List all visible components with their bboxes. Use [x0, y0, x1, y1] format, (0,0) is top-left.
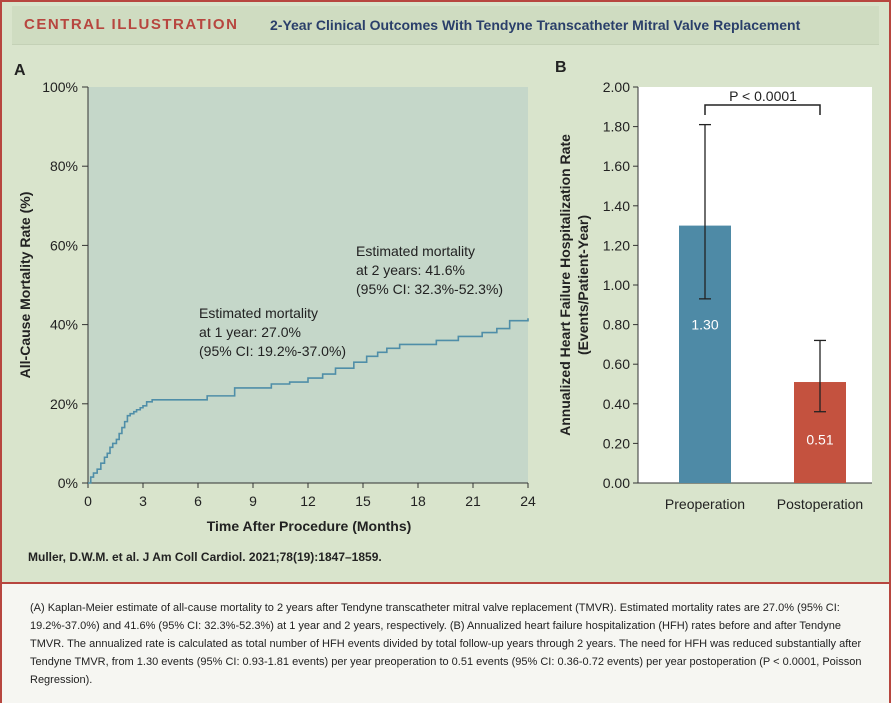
panel-a-x-label: Time After Procedure (Months): [207, 518, 412, 534]
bar-value-label: 1.30: [691, 317, 718, 333]
header-bar: CENTRAL ILLUSTRATION 2-Year Clinical Out…: [12, 6, 879, 45]
panel-b-y-tick-label: 1.00: [603, 277, 630, 293]
header-label: CENTRAL ILLUSTRATION: [24, 16, 239, 33]
panel-a-x-tick-label: 24: [520, 493, 536, 509]
panel-a-y-tick-label: 60%: [50, 237, 78, 253]
panel-b-y-label-line-2: (Events/Patient-Year): [575, 215, 591, 355]
panel-a-x-ticks: 0 3 6 9 12 15 18 21 24: [84, 483, 536, 509]
panel-b-y-tick-label: 0.60: [603, 356, 630, 372]
panel-a-x-tick-label: 15: [355, 493, 371, 509]
figure-svg: A 0% 20% 40% 60% 80% 100% 0 3 6 9 12 15 18 21 24 All-…: [14, 59, 872, 534]
panel-b-y-label: Annualized Heart Failure Hospitalization…: [557, 134, 591, 436]
panel-a-x-tick-label: 18: [410, 493, 426, 509]
panel-b-bars: 1.30 Preoperation 0.51 Postoperation: [665, 123, 863, 512]
annotation-1-line-3: (95% CI: 19.2%-37.0%): [199, 343, 346, 359]
annotation-2-line-3: (95% CI: 32.3%-52.3%): [356, 281, 503, 297]
panel-a-y-tick-label: 80%: [50, 158, 78, 174]
panel-a-x-tick-label: 6: [194, 493, 202, 509]
panel-a-y-label: All-Cause Mortality Rate (%): [17, 192, 33, 379]
panel-b-y-ticks: 0.00 0.20 0.40 0.60 0.80 1.00 1.20 1.40 1.60 1.80…: [603, 79, 638, 491]
panel-b-y-tick-label: 0.80: [603, 317, 630, 333]
panel-a-x-tick-label: 21: [465, 493, 481, 509]
panel-b-y-label-line-1: Annualized Heart Failure Hospitalization…: [557, 134, 573, 436]
panel-b-y-tick-label: 1.60: [603, 158, 630, 174]
panel-a-y-tick-label: 40%: [50, 317, 78, 333]
caption-box: (A) Kaplan-Meier estimate of all-cause m…: [2, 582, 889, 703]
annotation-2-line-2: at 2 years: 41.6%: [356, 262, 465, 278]
panel-b-y-tick-label: 1.80: [603, 119, 630, 135]
annotation-1-line-1: Estimated mortality: [199, 305, 318, 321]
panel-a-y-tick-label: 20%: [50, 396, 78, 412]
panel-b-y-tick-label: 2.00: [603, 79, 630, 95]
significance-bracket: [704, 104, 821, 115]
panel-a-x-tick-label: 3: [139, 493, 147, 509]
panel-b-y-tick-label: 1.40: [603, 198, 630, 214]
panel-a-y-tick-label: 0%: [58, 475, 78, 491]
panel-b-label: B: [555, 59, 567, 76]
significance-label: P < 0.0001: [729, 88, 797, 104]
panel-b-y-tick-label: 0.20: [603, 435, 630, 451]
panel-b-y-tick-label: 0.40: [603, 396, 630, 412]
panel-a-y-ticks: 0% 20% 40% 60% 80% 100%: [42, 79, 88, 491]
panel-a-x-tick-label: 12: [300, 493, 316, 509]
panel-a-plot-area: [88, 87, 528, 483]
annotation-2-line-1: Estimated mortality: [356, 243, 475, 259]
panel-a: A 0% 20% 40% 60% 80% 100% 0 3 6 9 12 15 18 21 24 All-…: [14, 62, 536, 534]
panel-b-y-tick-label: 1.20: [603, 237, 630, 253]
caption-text: (A) Kaplan-Meier estimate of all-cause m…: [30, 602, 862, 686]
km-curve: [88, 318, 529, 484]
category-label: Postoperation: [777, 496, 863, 512]
category-label: Preoperation: [665, 496, 745, 512]
panel-a-x-tick-label: 9: [249, 493, 257, 509]
panel-a-y-tick-label: 100%: [42, 79, 78, 95]
citation: Muller, D.W.M. et al. J Am Coll Cardiol.…: [28, 550, 382, 564]
panel-b-y-tick-label: 0.00: [603, 475, 630, 491]
panel-b: B 0.00 0.20 0.40 0.60 0.80 1.00 1.20 1.40 1.60 1.…: [555, 59, 872, 512]
panel-a-label: A: [14, 62, 26, 79]
bar-value-label: 0.51: [806, 431, 833, 447]
header-title: 2-Year Clinical Outcomes With Tendyne Tr…: [270, 17, 801, 33]
annotation-1-year: Estimated mortality at 1 year: 27.0% (95…: [199, 305, 346, 359]
panel-a-x-tick-label: 0: [84, 493, 92, 509]
annotation-1-line-2: at 1 year: 27.0%: [199, 324, 301, 340]
annotation-2-years: Estimated mortality at 2 years: 41.6% (9…: [356, 243, 503, 297]
